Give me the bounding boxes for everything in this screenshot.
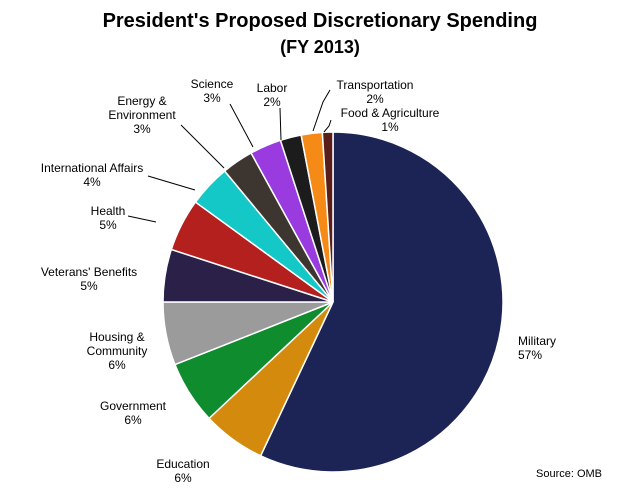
slice-name: Veterans' Benefits [41,265,137,279]
slice-label: Education 6% [156,457,209,485]
slice-percent: 5% [80,279,98,293]
slice-percent: 3% [133,122,151,136]
slice-label: Health 5% [91,204,126,232]
slice-label: International Affairs 4% [41,161,144,189]
slice-percent: 4% [83,175,101,189]
slice-name: International Affairs [41,161,144,175]
slice-label: Transportation 2% [337,78,414,106]
slice-name: Environment [108,108,176,122]
slice-name: Energy & [117,94,166,108]
slice-name: Science [191,77,234,91]
leader-line [229,103,254,148]
leader-line [180,124,225,169]
slice-label: Housing & Community 6% [87,330,148,372]
slice-name: Government [100,399,167,413]
slice-name: Health [91,204,126,218]
slice-percent: 6% [174,471,192,485]
slice-name: Labor [257,81,288,95]
slice-percent: 2% [263,95,281,109]
slice-label: Military 57% [518,334,556,362]
slice-name: Community [87,344,148,358]
slice-percent: 6% [108,358,126,372]
slice-percent: 3% [203,91,221,105]
leader-line [312,89,331,132]
leader-line [147,175,196,191]
slice-name: Housing & [89,330,144,344]
slice-name: Transportation [337,78,414,92]
slice-percent: 1% [381,120,399,134]
slice-percent: 6% [124,413,142,427]
pie-slice-food-agriculture [321,131,334,303]
slice-name: Food & Agriculture [341,106,440,120]
slice-percent: 57% [518,348,542,362]
slice-name: Military [518,334,556,348]
leader-line [279,107,282,141]
chart-title: President's Proposed Discretionary Spend… [102,10,538,32]
slice-percent: 5% [99,218,117,232]
chart-subtitle: (FY 2013) [280,37,360,57]
leader-line [127,215,157,223]
slice-label: Veterans' Benefits 5% [41,265,137,293]
slice-label: Labor 2% [257,81,288,109]
source-note: Source: OMB [536,468,603,480]
slice-label: Government 6% [100,399,167,427]
pie-slice-military [259,131,504,473]
leader-line [323,119,332,133]
slice-label: Energy & Environment 3% [108,94,176,136]
slice-name: Education [156,457,209,471]
slice-label: Food & Agriculture 1% [341,106,440,134]
slice-percent: 2% [366,92,384,106]
slice-label: Science 3% [191,77,234,105]
